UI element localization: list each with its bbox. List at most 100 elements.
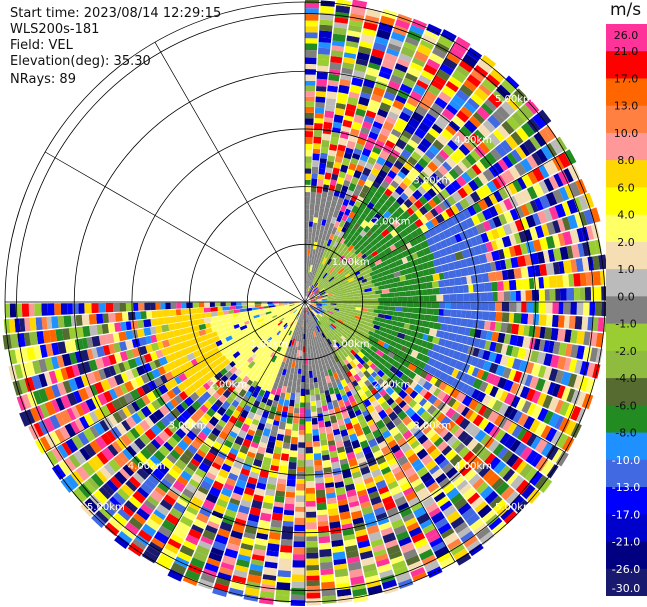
- range-gate: [321, 588, 336, 597]
- range-gate: [464, 409, 474, 420]
- range-gate: [293, 341, 297, 349]
- range-gate: [155, 325, 163, 334]
- range-gate: [311, 229, 317, 238]
- range-gate: [107, 376, 118, 389]
- range-gate: [300, 307, 304, 314]
- range-gate: [375, 512, 388, 521]
- range-gate: [509, 439, 522, 453]
- range-gate: [376, 276, 384, 283]
- range-gate: [364, 287, 372, 293]
- range-gate: [370, 245, 378, 253]
- range-gate: [263, 328, 271, 335]
- range-gate: [334, 155, 343, 164]
- range-gate: [461, 248, 471, 259]
- range-gate: [319, 158, 327, 164]
- range-gate: [445, 124, 457, 136]
- range-gate: [510, 395, 521, 409]
- range-gate: [448, 168, 460, 180]
- range-gate: [81, 337, 89, 350]
- range-gate: [339, 367, 346, 375]
- range-gate: [330, 50, 344, 58]
- range-gate: [538, 289, 546, 301]
- range-gate: [394, 342, 403, 351]
- range-gate: [261, 410, 270, 419]
- range-gate: [480, 433, 491, 446]
- range-gate: [305, 364, 309, 371]
- range-gate: [202, 499, 216, 511]
- range-gate: [346, 550, 360, 559]
- range-gate: [307, 273, 310, 279]
- range-gate: [308, 306, 313, 311]
- range-gate: [395, 94, 407, 105]
- range-gate: [350, 252, 357, 259]
- range-gate: [223, 483, 235, 491]
- range-gate: [526, 186, 538, 200]
- range-gate: [397, 296, 403, 302]
- range-gate: [457, 526, 472, 539]
- range-gate: [280, 453, 289, 462]
- range-gate: [286, 485, 296, 493]
- range-gate: [319, 556, 333, 563]
- range-gate: [321, 342, 326, 350]
- range-gate: [421, 320, 430, 328]
- range-gate: [422, 166, 434, 177]
- range-gate: [521, 400, 532, 414]
- range-gate: [569, 181, 581, 198]
- range-gate: [215, 340, 223, 347]
- range-gate: [240, 499, 252, 508]
- range-gate: [108, 365, 117, 377]
- range-gate: [360, 33, 375, 44]
- range-gate: [278, 564, 292, 572]
- range-gate: [573, 273, 581, 287]
- range-gate: [343, 52, 357, 59]
- range-gate: [503, 280, 510, 291]
- range-gate: [244, 417, 253, 426]
- range-gate: [179, 341, 188, 350]
- range-gate: [298, 434, 305, 443]
- range-gate: [385, 476, 397, 485]
- range-gate: [103, 463, 116, 476]
- range-gate: [391, 315, 398, 322]
- range-gate: [281, 309, 288, 314]
- colorbar-bin: [606, 132, 647, 161]
- range-gate: [386, 223, 396, 233]
- range-gate: [9, 303, 17, 318]
- range-gate: [170, 407, 182, 419]
- range-gate: [277, 428, 285, 435]
- range-gate: [377, 133, 388, 144]
- range-gate: [546, 221, 556, 236]
- range-gate: [357, 433, 367, 443]
- range-gate: [300, 381, 305, 389]
- range-gate: [296, 378, 301, 386]
- range-gate: [501, 270, 509, 281]
- range-gate: [410, 350, 419, 358]
- range-gate: [133, 302, 139, 311]
- range-gate: [300, 312, 303, 319]
- range-gate: [384, 434, 395, 444]
- range-gate: [14, 348, 22, 364]
- range-gate: [326, 333, 332, 341]
- range-gate: [562, 274, 570, 288]
- range-gate: [313, 315, 318, 323]
- range-gate: [305, 221, 309, 229]
- range-gate: [286, 334, 291, 341]
- range-gate: [322, 133, 331, 141]
- range-gate: [205, 422, 215, 431]
- range-gate: [433, 387, 442, 397]
- range-gate: [305, 196, 310, 205]
- range-gate: [516, 302, 522, 313]
- range-gate: [403, 187, 414, 198]
- range-gate: [428, 366, 438, 376]
- range-gate: [408, 399, 418, 409]
- range-gate: [494, 260, 502, 271]
- range-gate: [259, 361, 266, 368]
- range-gate: [122, 406, 132, 418]
- range-gate: [335, 302, 343, 304]
- range-gate: [445, 449, 458, 462]
- range-gate: [240, 423, 250, 433]
- range-gate: [60, 394, 72, 409]
- range-gate: [319, 251, 324, 260]
- range-gate: [403, 323, 411, 330]
- range-gate: [125, 369, 135, 381]
- range-gate: [420, 472, 433, 484]
